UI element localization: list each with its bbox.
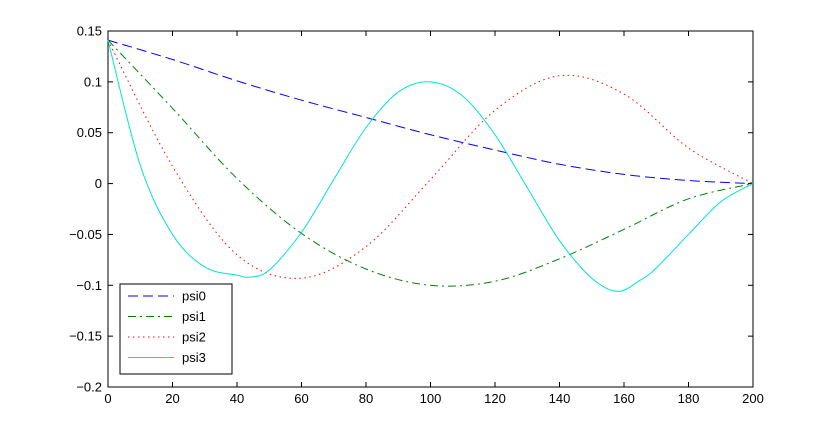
y-tick-label: 0.1: [84, 74, 102, 89]
y-tick-label: −0.15: [69, 329, 102, 344]
x-tick-label: 40: [230, 391, 244, 406]
x-tick-label: 160: [613, 391, 635, 406]
y-tick-label: 0.05: [77, 125, 102, 140]
x-tick-label: 60: [294, 391, 308, 406]
x-tick-label: 100: [420, 391, 442, 406]
x-tick-label: 120: [484, 391, 506, 406]
y-axis: −0.2 −0.15 −0.1 −0.05 0 0.05 0.1 0.15: [69, 24, 753, 395]
legend-label-psi1: psi1: [182, 309, 206, 324]
y-tick-label: 0.15: [77, 24, 102, 39]
legend-label-psi2: psi2: [182, 330, 206, 345]
y-tick-label: −0.2: [76, 380, 102, 395]
legend: psi0 psi1 psi2 psi3: [119, 283, 233, 375]
series-line-psi1: [107, 39, 754, 287]
x-tick-label: 140: [549, 391, 571, 406]
x-tick-label: 20: [165, 391, 179, 406]
y-tick-label: 0: [95, 176, 102, 191]
series-line-psi0: [107, 39, 754, 185]
series-line-psi3: [107, 40, 754, 292]
legend-label-psi3: psi3: [182, 350, 206, 365]
x-tick-label: 200: [742, 391, 764, 406]
y-tick-label: −0.1: [76, 278, 102, 293]
x-axis: 0 20 40 60 80 100 120 140 160 180 200: [104, 31, 764, 406]
x-tick-label: 180: [678, 391, 700, 406]
x-tick-label: 80: [359, 391, 373, 406]
legend-box: [119, 283, 233, 375]
series-lines: [107, 39, 754, 292]
legend-label-psi0: psi0: [182, 289, 206, 304]
x-tick-label: 0: [104, 391, 111, 406]
y-tick-label: −0.05: [69, 227, 102, 242]
